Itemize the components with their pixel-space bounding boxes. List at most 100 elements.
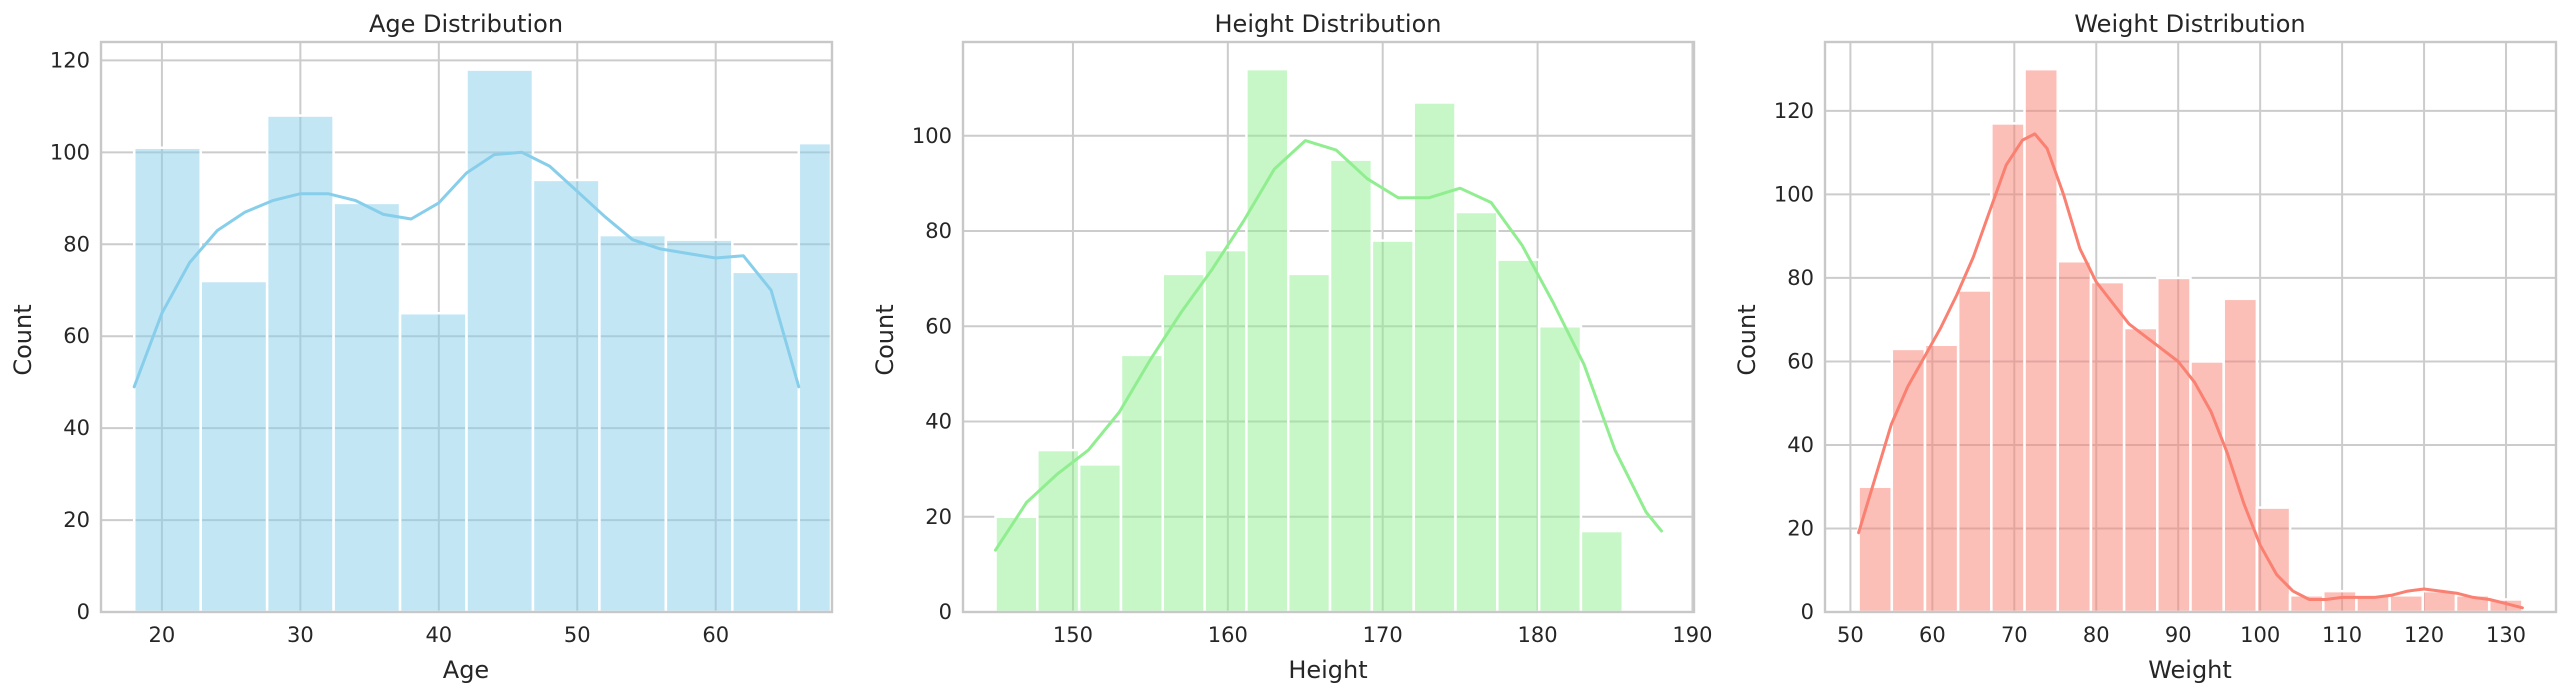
weight-distribution-chart: Weight Distribution 50 60 70 80 90 100 110 120 1… xyxy=(1733,10,2558,684)
histogram-bar xyxy=(1119,353,1165,614)
histogram-bar xyxy=(2156,276,2192,614)
histogram-bar xyxy=(1370,239,1415,614)
chart-title: Weight Distribution xyxy=(2074,10,2305,38)
histogram-bars xyxy=(994,67,1625,614)
x-tick-label: 50 xyxy=(564,623,591,647)
histogram-bar xyxy=(1537,325,1583,614)
x-tick-label: 90 xyxy=(2165,623,2192,647)
y-tick-label: 20 xyxy=(925,505,952,529)
kde-curve xyxy=(994,139,1663,552)
tick-labels: 50 60 70 80 90 100 110 120 130 0 20 40 60 80 100 120 xyxy=(1774,99,2526,647)
x-tick-label: 80 xyxy=(2083,623,2110,647)
histogram-bar xyxy=(2322,589,2358,614)
histogram-bar xyxy=(1923,343,1960,614)
y-tick-label: 40 xyxy=(1787,433,1814,457)
y-tick-label: 0 xyxy=(77,600,90,624)
x-tick-label: 30 xyxy=(287,623,314,647)
y-tick-label: 20 xyxy=(1787,516,1814,540)
y-tick-label: 40 xyxy=(63,416,90,440)
x-tick-label: 60 xyxy=(1919,623,1946,647)
age-distribution-chart: Age Distribution 20 30 40 50 60 0 20 40 60 80 100 1… xyxy=(9,10,834,684)
y-tick-label: 80 xyxy=(925,219,952,243)
x-tick-label: 20 xyxy=(149,623,176,647)
y-tick-label: 0 xyxy=(939,600,952,624)
histogram-bar xyxy=(1286,272,1332,614)
histogram-bar xyxy=(1077,463,1123,614)
histogram-bar xyxy=(1579,529,1625,614)
x-tick-label: 180 xyxy=(1518,623,1558,647)
y-tick-label: 40 xyxy=(925,410,952,434)
x-tick-label: 60 xyxy=(702,623,729,647)
kde-curve xyxy=(132,150,801,389)
histogram-bar xyxy=(132,146,202,614)
histogram-bar xyxy=(1857,485,1894,614)
x-tick-label: 150 xyxy=(1053,623,1093,647)
tick-labels: 20 30 40 50 60 0 20 40 60 80 100 120 xyxy=(50,48,729,647)
histogram-bar xyxy=(1161,272,1206,614)
histogram-bar xyxy=(2421,589,2458,614)
x-axis-label: Weight xyxy=(2148,656,2232,684)
histogram-bar xyxy=(598,233,668,614)
histogram-bar xyxy=(199,279,269,614)
tick-labels: 150 160 170 180 190 0 20 40 60 80 100 xyxy=(912,124,1713,647)
histogram-bar xyxy=(2122,326,2159,614)
histogram-bar xyxy=(731,270,801,614)
x-tick-label: 50 xyxy=(1837,623,1864,647)
x-tick-label: 110 xyxy=(2322,623,2362,647)
x-axis-label: Height xyxy=(1288,656,1367,684)
x-tick-label: 100 xyxy=(2240,623,2280,647)
y-tick-label: 120 xyxy=(1774,99,1814,123)
y-tick-label: 60 xyxy=(63,324,90,348)
x-tick-label: 190 xyxy=(1672,623,1712,647)
x-tick-label: 70 xyxy=(2001,623,2028,647)
histogram-bar xyxy=(2023,67,2059,614)
histogram-bar xyxy=(664,238,734,614)
histogram-bar xyxy=(1496,258,1541,614)
histogram-bar xyxy=(265,114,335,614)
height-distribution-chart: Height Distribution 150 160 170 180 190 0 20 40… xyxy=(871,10,1712,684)
histogram-bar xyxy=(2255,506,2292,614)
y-tick-label: 60 xyxy=(925,314,952,338)
y-tick-label: 100 xyxy=(1774,182,1814,206)
x-tick-label: 40 xyxy=(425,623,452,647)
x-tick-label: 160 xyxy=(1208,623,1248,647)
histogram-bar xyxy=(1036,448,1081,614)
x-tick-label: 170 xyxy=(1363,623,1403,647)
x-axis-label: Age xyxy=(443,656,489,684)
histogram-bars xyxy=(1857,67,2524,614)
histogram-bar xyxy=(994,515,1039,614)
y-tick-label: 80 xyxy=(1787,266,1814,290)
y-axis-label: Count xyxy=(9,304,37,375)
histogram-bar xyxy=(1956,289,1993,614)
histogram-bar xyxy=(332,201,402,614)
histogram-bar xyxy=(2056,259,2093,614)
y-axis-label: Count xyxy=(1733,304,1761,375)
chart-title: Height Distribution xyxy=(1215,10,1442,38)
histogram-bar xyxy=(797,141,833,614)
y-tick-label: 20 xyxy=(63,508,90,532)
plot-frame xyxy=(1823,40,2558,614)
y-tick-label: 100 xyxy=(50,140,90,164)
kde-curve xyxy=(1857,132,2524,610)
histogram-bar xyxy=(465,68,535,614)
histogram-bar xyxy=(1454,210,1499,614)
chart-title: Age Distribution xyxy=(369,10,563,38)
histogram-bar xyxy=(531,178,601,614)
histogram-bar xyxy=(2388,594,2425,614)
histogram-bar xyxy=(1203,248,1248,614)
y-tick-label: 60 xyxy=(1787,349,1814,373)
x-tick-label: 120 xyxy=(2404,623,2444,647)
histogram-bar xyxy=(2089,280,2126,614)
y-tick-label: 120 xyxy=(50,48,90,72)
histogram-bar xyxy=(1245,67,1290,614)
y-tick-label: 0 xyxy=(1801,600,1814,624)
histogram-bars xyxy=(132,68,833,614)
histogram-bar xyxy=(2189,360,2225,614)
plot-frame xyxy=(99,40,834,614)
histogram-bar xyxy=(1412,101,1457,614)
x-tick-label: 130 xyxy=(2486,623,2526,647)
y-tick-label: 100 xyxy=(912,124,952,148)
histogram-bar xyxy=(1328,158,1374,614)
y-tick-label: 80 xyxy=(63,232,90,256)
y-axis-label: Count xyxy=(871,304,899,375)
